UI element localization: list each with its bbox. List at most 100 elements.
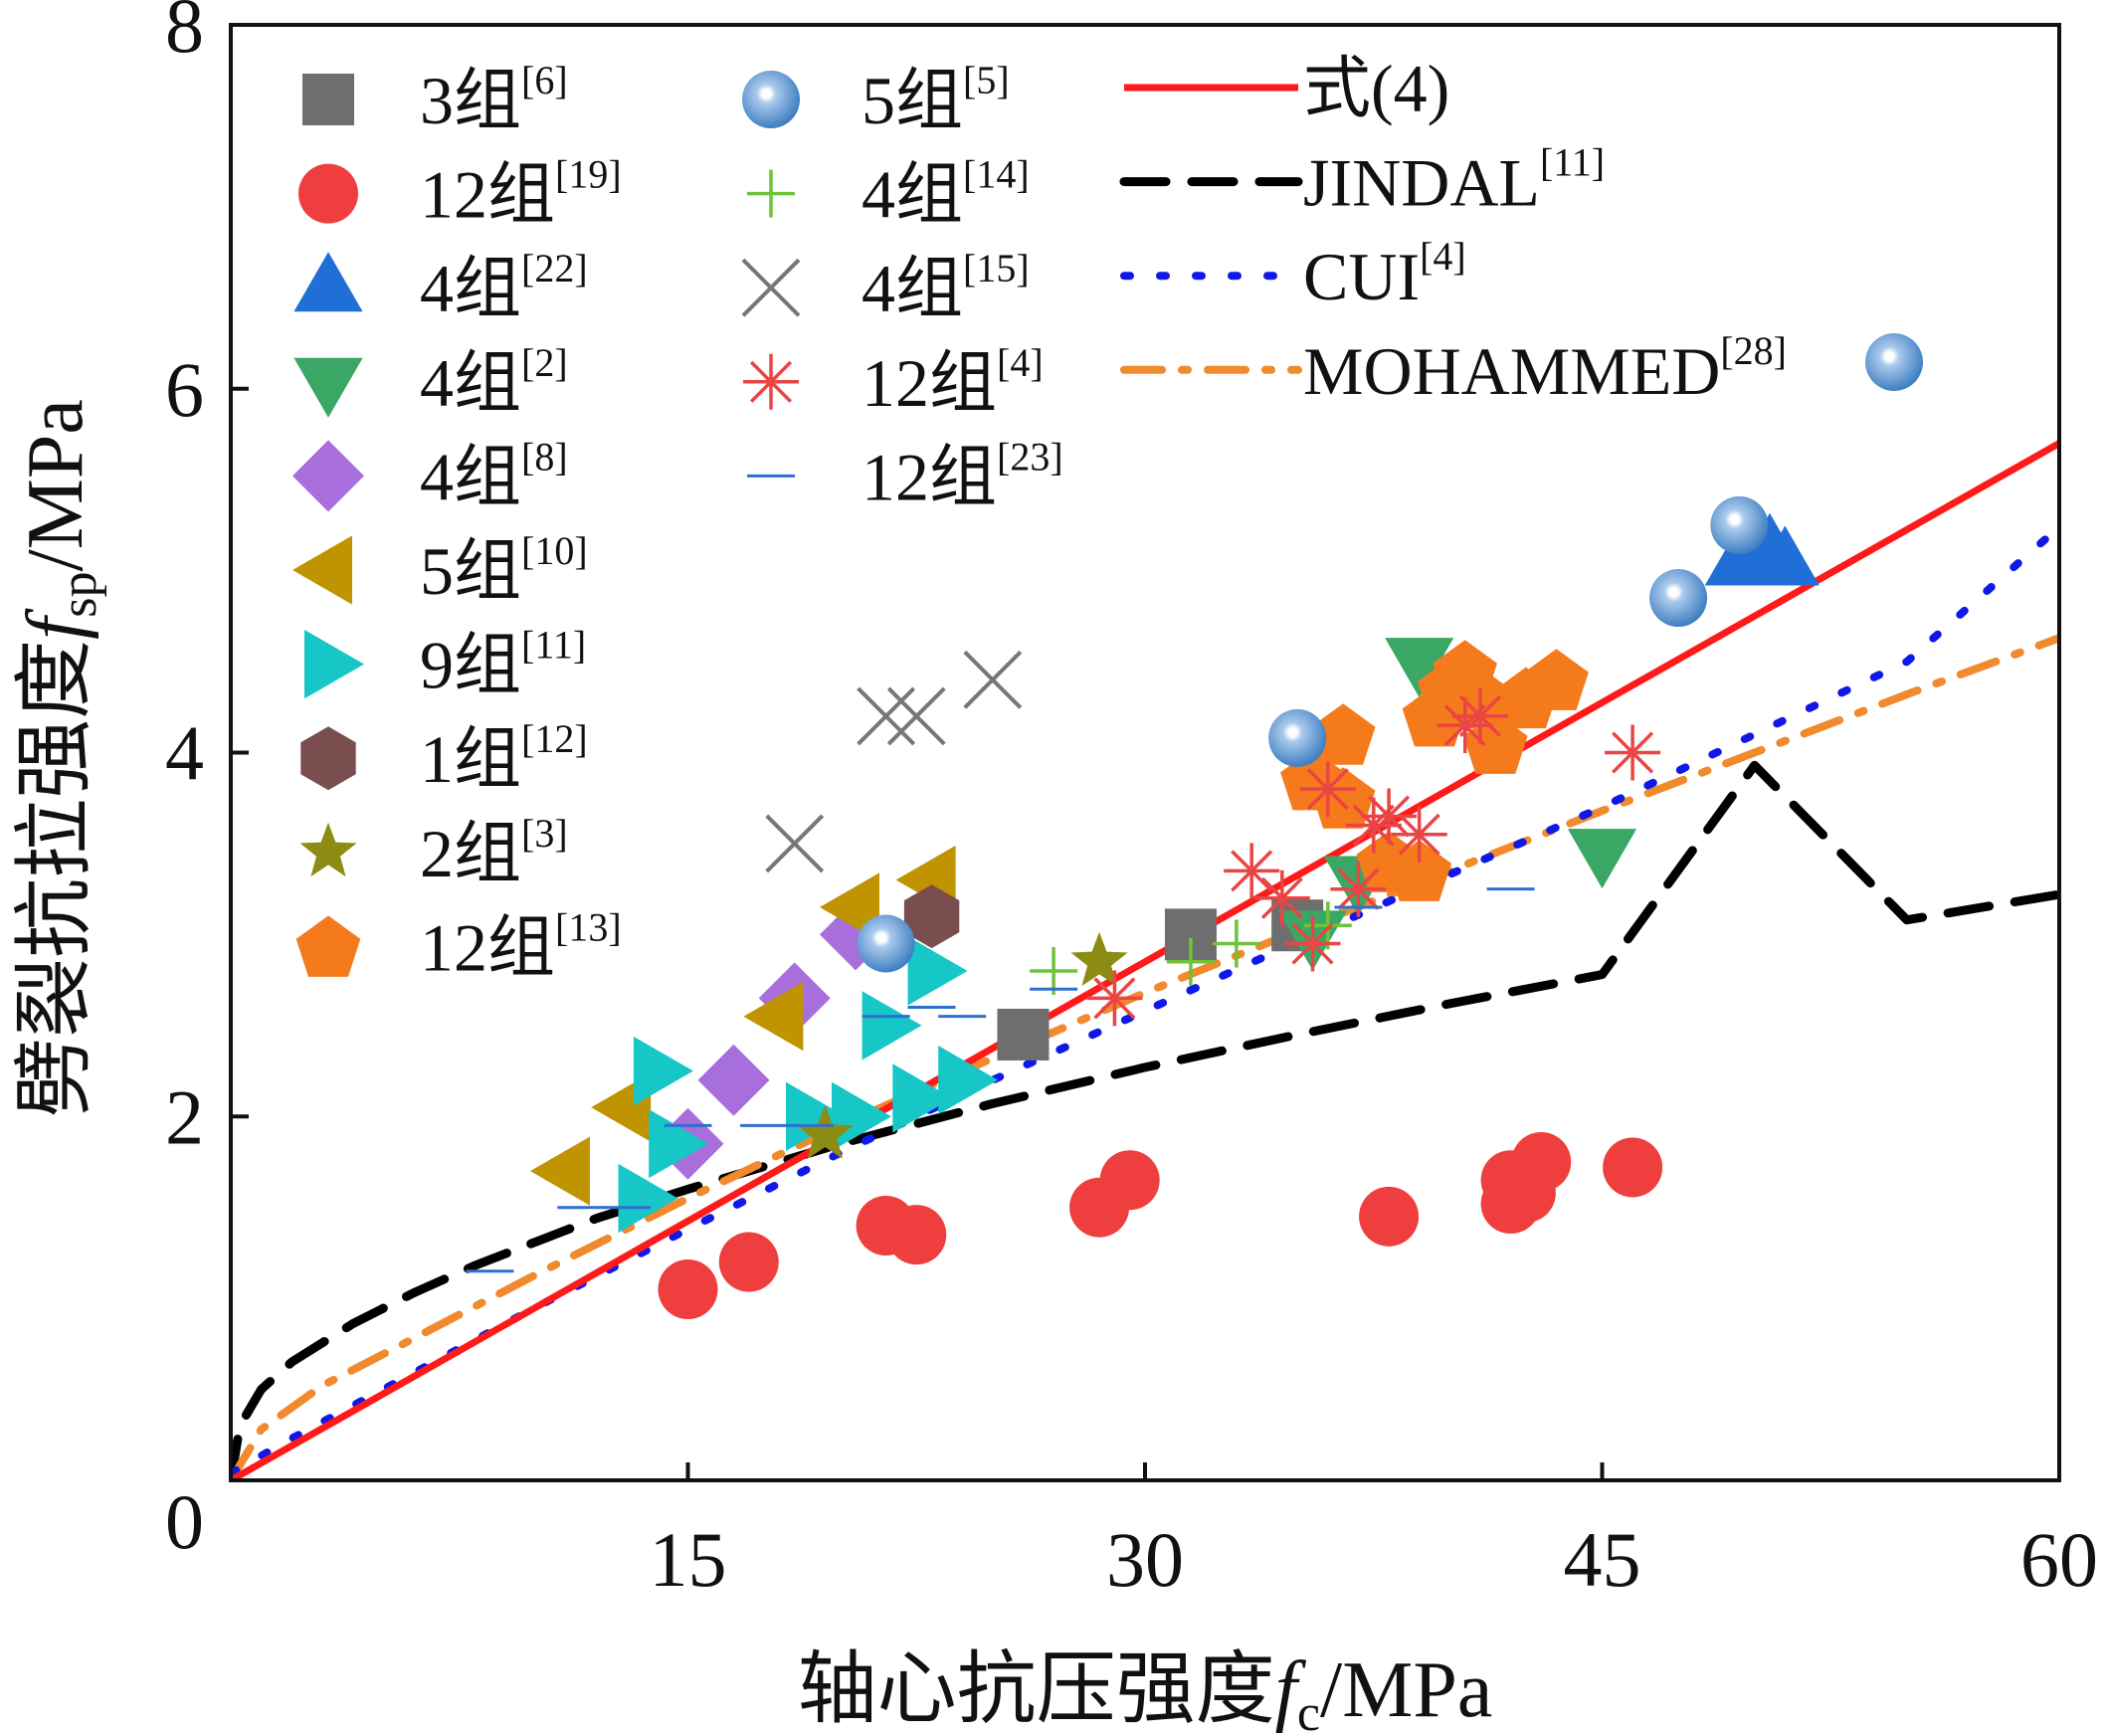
legend-marker-star xyxy=(299,822,357,877)
data-point-asterisk xyxy=(1391,806,1447,863)
data-point-triangle-left xyxy=(743,982,804,1052)
series-6-triangle-right xyxy=(618,936,999,1234)
data-point-asterisk xyxy=(1299,761,1356,818)
legend: 3组[6]12组[19]4组[22]4组[2]4组[8]5组[10]9组[11]… xyxy=(292,51,1923,985)
legend-fit-label-2-text: CUI xyxy=(1303,239,1420,314)
legend-label-5: 5组[10] xyxy=(420,528,588,609)
data-point-triangle-down xyxy=(1385,638,1454,698)
y-axis-label-subscript: sp xyxy=(51,571,107,617)
y-axis-label-main: 劈裂抗拉强度 xyxy=(12,640,99,1117)
data-point-triangle-right xyxy=(649,1109,709,1179)
legend-marker-sphere xyxy=(742,71,800,128)
y-tick-label: 2 xyxy=(165,1073,204,1160)
legend-fit-label-1-ref: [11] xyxy=(1540,140,1605,185)
legend-label-0-ref: [6] xyxy=(521,58,568,102)
legend-fit-label-2: CUI[4] xyxy=(1303,234,1466,314)
data-point-triangle-left xyxy=(530,1136,590,1206)
legend-label-1-text: 12组 xyxy=(420,157,555,233)
legend-marker-square xyxy=(302,74,354,125)
legend-label-5-ref: [10] xyxy=(521,528,588,573)
legend-label-14: 12组[23] xyxy=(862,434,1063,514)
data-point-x xyxy=(886,686,946,746)
data-point-asterisk xyxy=(1284,915,1341,972)
legend-label-9: 12组[13] xyxy=(420,904,622,985)
x-axis-label-main: 轴心抗压强度 xyxy=(798,1646,1275,1734)
legend-marker-plus xyxy=(747,169,795,218)
series-14-dash xyxy=(466,887,1535,1273)
x-axis-label-subscript: c xyxy=(1297,1685,1320,1736)
x-tick-label: 30 xyxy=(1106,1516,1184,1603)
legend-label-4: 4组[8] xyxy=(420,434,568,514)
legend-label-13-ref: [4] xyxy=(997,340,1044,385)
legend-marker-x xyxy=(741,258,801,317)
legend-label-4-ref: [8] xyxy=(521,434,568,479)
data-point-plus xyxy=(1212,919,1260,968)
data-point-asterisk xyxy=(1436,697,1493,754)
data-point-asterisk xyxy=(1253,869,1310,926)
legend-fit-label-0: 式(4) xyxy=(1303,51,1449,126)
data-point-sphere xyxy=(1268,708,1327,767)
data-point-circle xyxy=(718,1232,779,1292)
data-point-asterisk xyxy=(1086,970,1143,1027)
fit-line-jindal xyxy=(231,760,2059,1480)
data-point-circle xyxy=(1511,1131,1572,1192)
data-point-plus xyxy=(1030,946,1078,995)
legend-marker-asterisk xyxy=(743,353,799,410)
data-point-circle xyxy=(886,1205,947,1265)
legend-label-14-ref: [23] xyxy=(997,434,1063,479)
legend-fit-label-3: MOHAMMED[28] xyxy=(1303,328,1787,409)
series-13-asterisk xyxy=(1086,687,1661,1027)
legend-label-13-text: 12组 xyxy=(862,345,997,421)
legend-label-1: 12组[19] xyxy=(420,152,622,233)
legend-label-3-text: 4组 xyxy=(420,345,521,421)
x-tick-label: 45 xyxy=(1564,1516,1641,1603)
data-point-asterisk xyxy=(1330,861,1387,917)
data-point-x xyxy=(963,650,1023,709)
legend-marker-hexagon xyxy=(300,726,356,791)
x-axis-label: 轴心抗压强度fc/MPa xyxy=(798,1646,1493,1736)
series-7-hexagon xyxy=(903,884,960,949)
legend-label-6-ref: [11] xyxy=(521,623,586,668)
series-8-star xyxy=(796,931,1128,1159)
data-point-asterisk xyxy=(1452,687,1508,744)
x-tick-label: 60 xyxy=(2020,1516,2098,1603)
x-axis-label-unit: /MPa xyxy=(1320,1646,1492,1734)
data-point-asterisk xyxy=(1361,788,1418,845)
legend-label-9-text: 12组 xyxy=(420,909,555,985)
data-point-pentagon xyxy=(1524,649,1589,710)
data-point-asterisk xyxy=(1345,797,1402,854)
legend-label-11-ref: [14] xyxy=(963,152,1030,197)
fit-lines xyxy=(231,440,2059,1480)
legend-marker-triangle-up xyxy=(293,252,363,312)
data-point-star xyxy=(1070,931,1128,987)
data-point-pentagon xyxy=(1387,840,1451,901)
y-axis-label: 劈裂抗拉强度fsp/MPa xyxy=(12,399,107,1117)
legend-label-8-ref: [3] xyxy=(521,811,568,856)
data-point-sphere xyxy=(1710,495,1769,554)
series-1-circle xyxy=(658,1131,1663,1319)
y-tick-label: 6 xyxy=(165,346,204,433)
data-point-plus xyxy=(1166,937,1215,986)
data-point-triangle-right xyxy=(786,1081,846,1151)
data-point-triangle-right xyxy=(633,1036,693,1106)
data-point-star xyxy=(796,1104,854,1159)
legend-fit-label-3-ref: [28] xyxy=(1720,328,1787,373)
data-point-circle xyxy=(1099,1150,1160,1211)
legend-label-8-text: 2组 xyxy=(420,816,521,891)
legend-label-0-text: 3组 xyxy=(420,63,521,138)
series-0-square xyxy=(997,899,1324,1061)
data-points xyxy=(466,495,1819,1319)
data-point-x xyxy=(857,686,916,746)
series-12-x xyxy=(765,650,1023,873)
legend-label-12: 4组[15] xyxy=(862,246,1030,326)
legend-marker-triangle-right xyxy=(304,630,364,699)
fit-line-mohammed xyxy=(231,634,2059,1480)
x-tick-label: 15 xyxy=(650,1516,727,1603)
data-point-circle xyxy=(658,1258,718,1319)
data-point-asterisk xyxy=(1605,724,1661,781)
data-point-circle xyxy=(1603,1137,1663,1198)
data-point-circle xyxy=(1359,1186,1420,1247)
data-point-triangle-right xyxy=(618,1163,678,1234)
axes: 15 30 45 60 0 2 4 6 8 xyxy=(165,0,2098,1603)
